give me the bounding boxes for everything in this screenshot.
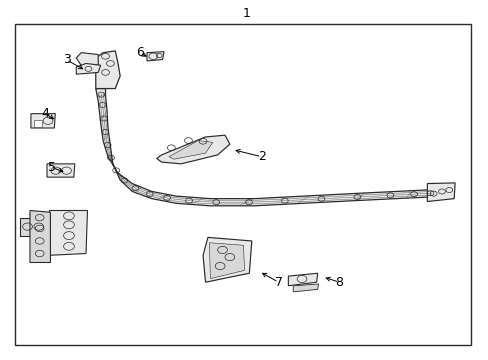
- Polygon shape: [203, 237, 251, 282]
- Polygon shape: [76, 53, 98, 65]
- Polygon shape: [96, 89, 439, 206]
- Polygon shape: [427, 183, 454, 202]
- Polygon shape: [293, 284, 318, 292]
- Polygon shape: [209, 243, 244, 279]
- Text: 8: 8: [335, 276, 343, 289]
- Polygon shape: [31, 114, 55, 128]
- Text: 4: 4: [41, 107, 49, 120]
- Text: 1: 1: [243, 7, 250, 20]
- Polygon shape: [96, 51, 120, 89]
- Text: 6: 6: [136, 46, 143, 59]
- Text: 2: 2: [257, 150, 265, 163]
- Polygon shape: [147, 51, 163, 61]
- Polygon shape: [30, 211, 50, 262]
- Text: 7: 7: [274, 276, 282, 289]
- Polygon shape: [34, 120, 42, 127]
- Bar: [15, 24, 470, 345]
- Polygon shape: [168, 140, 212, 159]
- Text: 5: 5: [48, 161, 56, 174]
- Polygon shape: [288, 273, 317, 286]
- Text: 3: 3: [62, 53, 70, 66]
- Polygon shape: [47, 164, 75, 177]
- Polygon shape: [157, 135, 229, 164]
- Polygon shape: [20, 218, 47, 235]
- Polygon shape: [49, 211, 87, 255]
- Polygon shape: [76, 63, 101, 74]
